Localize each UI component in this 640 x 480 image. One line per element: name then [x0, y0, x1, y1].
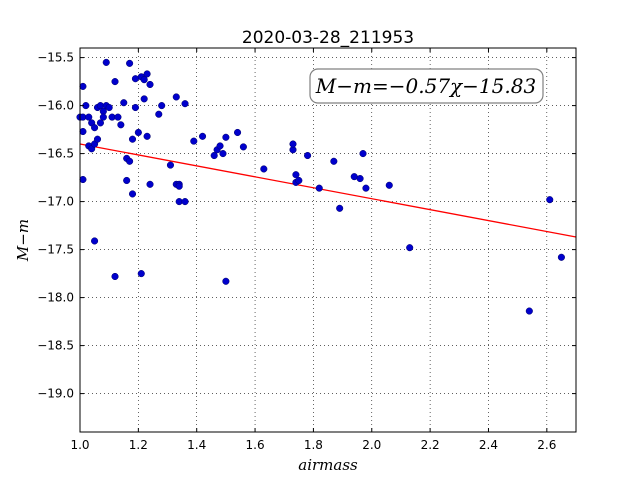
- data-point: [222, 277, 230, 285]
- fit-line-group: [79, 143, 577, 238]
- data-point: [330, 157, 338, 165]
- plot-frame: [79, 47, 577, 433]
- data-point: [131, 103, 139, 112]
- data-point: [525, 307, 533, 315]
- annotation-box: M−m=−0.57χ−15.83: [309, 68, 544, 104]
- data-point: [181, 100, 189, 108]
- data-point: [93, 135, 102, 143]
- data-point: [210, 151, 218, 160]
- data-point: [102, 58, 110, 66]
- x-tick-label: 1.0: [70, 438, 89, 452]
- x-tick-label: 2.4: [479, 438, 498, 452]
- annotation-box-frame: [309, 68, 544, 104]
- data-point: [546, 196, 554, 204]
- data-point: [128, 190, 137, 198]
- y-axis-label: M−m: [14, 219, 32, 262]
- y-tick-label: −16.0: [37, 99, 74, 113]
- data-point: [406, 244, 414, 252]
- data-point: [114, 113, 122, 121]
- data-point: [120, 99, 128, 107]
- data-point: [216, 142, 224, 150]
- data-point: [126, 157, 134, 165]
- data-point: [111, 272, 119, 281]
- data-point: [557, 253, 565, 261]
- data-points: [76, 58, 565, 315]
- data-point: [140, 76, 148, 84]
- data-point: [91, 237, 99, 245]
- data-point: [137, 270, 145, 278]
- data-point: [175, 182, 183, 190]
- data-point: [134, 128, 142, 137]
- x-tick-label: 2.6: [537, 438, 556, 452]
- y-tick-label: −19.0: [37, 387, 74, 401]
- data-point: [304, 151, 312, 160]
- data-point: [123, 176, 131, 185]
- y-tick-label: −17.0: [37, 195, 74, 209]
- x-tick-labels: 1.0 1.2 1.4 1.6 1.8 2.0 2.2 2.4 2.6: [70, 438, 556, 452]
- data-point: [289, 140, 297, 148]
- y-tick-label: −16.5: [37, 147, 74, 161]
- grid-lines: [79, 48, 576, 432]
- data-point: [96, 119, 104, 127]
- chart-title: 2020-03-28_211953: [242, 28, 414, 48]
- data-point: [172, 93, 180, 101]
- y-tick-label: −18.0: [37, 291, 74, 305]
- data-point: [362, 184, 370, 192]
- x-tick-label: 2.2: [421, 438, 440, 452]
- data-point: [146, 80, 154, 89]
- data-point: [359, 150, 367, 158]
- y-tick-label: −15.5: [37, 51, 74, 65]
- x-tick-label: 1.4: [187, 438, 206, 452]
- x-tick-label: 1.2: [129, 438, 148, 452]
- data-point: [155, 110, 163, 118]
- data-point: [292, 171, 300, 179]
- data-point: [222, 133, 230, 141]
- data-point: [85, 113, 93, 121]
- axis-ticks: [79, 48, 576, 432]
- data-point: [198, 132, 207, 140]
- data-point: [117, 121, 125, 129]
- data-point: [143, 132, 151, 140]
- y-tick-label: −17.5: [37, 243, 74, 257]
- data-point: [158, 102, 166, 110]
- x-axis-label: airmass: [298, 456, 358, 474]
- data-point: [79, 175, 87, 184]
- data-point: [140, 95, 148, 103]
- fit-line: [79, 143, 577, 238]
- data-point: [234, 128, 242, 137]
- x-tick-label: 1.6: [246, 438, 265, 452]
- data-point: [91, 124, 99, 132]
- data-point: [79, 82, 87, 90]
- x-tick-label: 1.8: [304, 438, 323, 452]
- y-tick-labels: −15.5 −16.0 −16.5 −17.0 −17.5 −18.0 −18.5 −19.0: [37, 51, 74, 401]
- data-point: [260, 165, 268, 173]
- data-point: [143, 70, 151, 78]
- data-point: [111, 78, 119, 86]
- data-point: [239, 143, 247, 151]
- data-point: [166, 161, 174, 169]
- data-point: [105, 103, 113, 112]
- x-tick-label: 2.0: [362, 438, 381, 452]
- data-point: [128, 135, 137, 143]
- y-tick-label: −18.5: [37, 339, 74, 353]
- data-point: [385, 181, 393, 189]
- data-point: [356, 175, 364, 183]
- data-point: [295, 176, 303, 185]
- data-point: [126, 59, 134, 67]
- data-point: [146, 180, 154, 188]
- data-point: [190, 137, 198, 145]
- data-point: [181, 198, 189, 206]
- annotation-text: M−m=−0.57χ−15.83: [315, 74, 536, 98]
- data-point: [99, 113, 107, 121]
- data-point: [315, 184, 323, 192]
- data-point: [336, 204, 344, 212]
- data-point: [79, 127, 87, 136]
- data-point: [219, 150, 227, 158]
